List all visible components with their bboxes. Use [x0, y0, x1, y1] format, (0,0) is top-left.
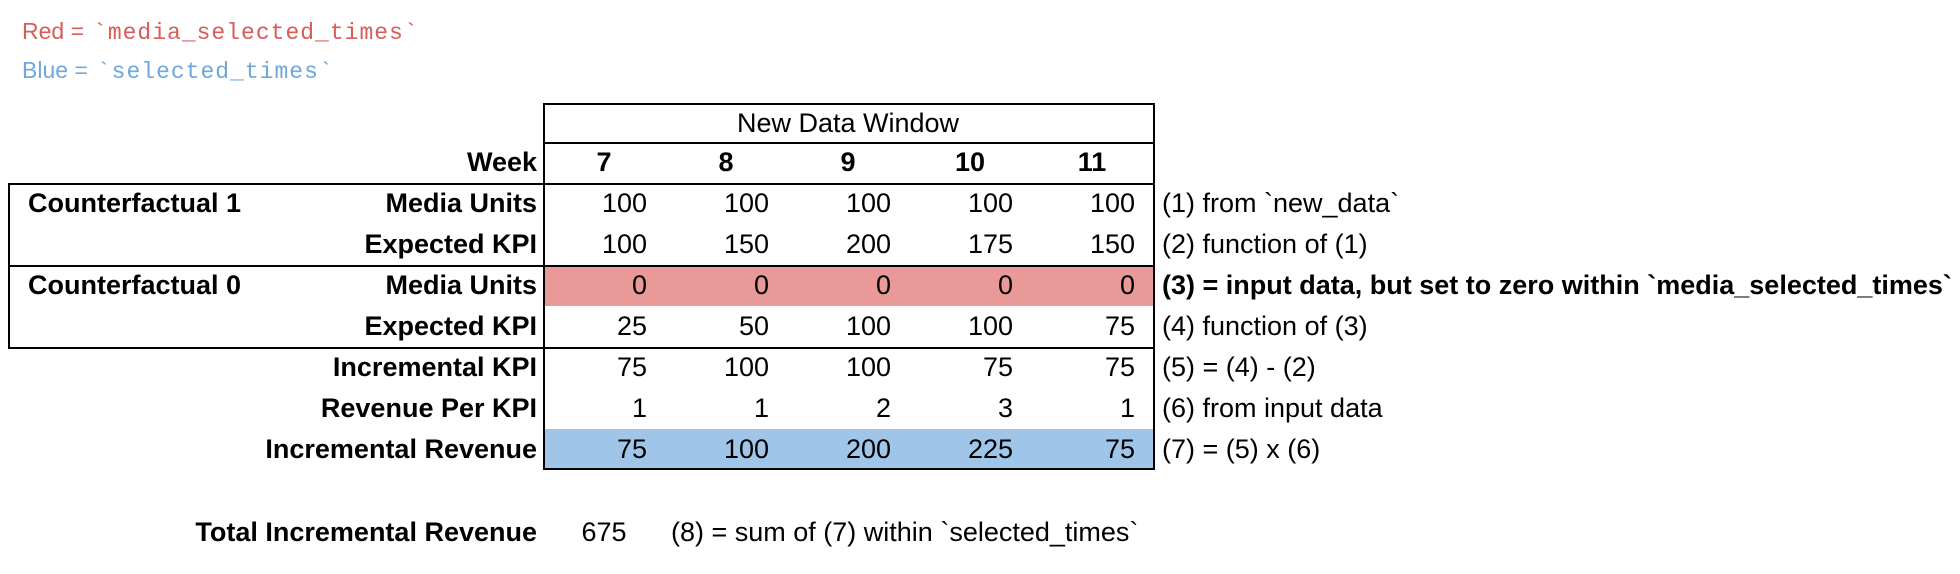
cell: 75 [616, 434, 647, 464]
row-label: Revenue Per KPI [320, 393, 537, 423]
row-label: Media Units [385, 270, 537, 300]
cell: 1 [1119, 393, 1135, 423]
week-11: 11 [1077, 147, 1107, 177]
highlight-selected-times [545, 429, 1153, 470]
cell: 0 [875, 270, 891, 300]
group-label-cf0: Counterfactual 0 [28, 270, 242, 300]
legend-red-label: Red = [22, 18, 85, 44]
legend-blue-code: `selected_times` [96, 59, 334, 85]
legend-red-code: `media_selected_times` [93, 20, 419, 46]
annotation-3: (3) = input data, but set to zero within… [1162, 270, 1952, 300]
legend-blue-label: Blue = [22, 57, 88, 83]
annotation-4: (4) function of (3) [1162, 311, 1368, 341]
cell: 100 [601, 229, 647, 259]
total-row: Total Incremental Revenue 675 (8) = sum … [0, 512, 1960, 553]
row-label: Media Units [385, 188, 537, 218]
cell: 0 [631, 270, 647, 300]
table-title: New Data Window [736, 108, 960, 138]
annotation-5: (5) = (4) - (2) [1162, 352, 1316, 382]
week-row: Week 7 8 9 10 11 [0, 142, 1960, 183]
group-label-cf1: Counterfactual 1 [28, 188, 242, 218]
row-label: Incremental Revenue [265, 434, 537, 464]
week-10: 10 [954, 147, 986, 177]
cell: 3 [997, 393, 1013, 423]
cell: 225 [967, 434, 1013, 464]
cell: 100 [723, 352, 769, 382]
cell: 200 [845, 229, 891, 259]
cell: 100 [845, 311, 891, 341]
week-8: 8 [718, 147, 734, 177]
cell: 0 [753, 270, 769, 300]
annotation-8: (8) = sum of (7) within `selected_times` [671, 517, 1139, 547]
cell: 50 [738, 311, 769, 341]
row-label: Incremental KPI [332, 352, 537, 382]
table-border-right-data [1153, 103, 1155, 470]
cell: 2 [875, 393, 891, 423]
cell: 1 [753, 393, 769, 423]
cell: 100 [723, 434, 769, 464]
cell: 150 [723, 229, 769, 259]
legend-blue: Blue = `selected_times` [22, 55, 334, 87]
row-label: Expected KPI [364, 229, 537, 259]
row-label: Expected KPI [364, 311, 537, 341]
table-border-left-labels [8, 183, 10, 349]
cell: 175 [967, 229, 1013, 259]
table-row-expected-kpi-cf0: Expected KPI 25 50 100 100 75 (4) functi… [0, 306, 1960, 347]
table-row-expected-kpi-cf1: Expected KPI 100 150 200 175 150 (2) fun… [0, 224, 1960, 265]
cell: 0 [1119, 270, 1135, 300]
table-border-under-cf0 [8, 347, 1155, 349]
cell: 100 [967, 188, 1013, 218]
cell: 75 [1104, 434, 1135, 464]
total-value: 675 [581, 517, 627, 547]
cell: 100 [723, 188, 769, 218]
cell: 100 [601, 188, 647, 218]
cell: 75 [1104, 352, 1135, 382]
cell: 150 [1089, 229, 1135, 259]
table-border-cf-divider [8, 265, 1155, 267]
cell: 75 [1104, 311, 1135, 341]
table-border-bottom [543, 468, 1155, 470]
cell: 200 [845, 434, 891, 464]
week-9: 9 [840, 147, 856, 177]
table-row-media-units-cf1: Counterfactual 1 Media Units 100 100 100… [0, 183, 1960, 224]
table-row-incremental-kpi: Incremental KPI 75 100 100 75 75 (5) = (… [0, 347, 1960, 388]
cell: 100 [845, 188, 891, 218]
table-border-top [543, 103, 1155, 105]
cell: 75 [982, 352, 1013, 382]
cell: 1 [631, 393, 647, 423]
annotation-1: (1) from `new_data` [1162, 188, 1400, 218]
table-row-media-units-cf0: Counterfactual 0 Media Units 0 0 0 0 0 (… [0, 265, 1960, 306]
table-row-revenue-per-kpi: Revenue Per KPI 1 1 2 3 1 (6) from input… [0, 388, 1960, 429]
annotation-2: (2) function of (1) [1162, 229, 1368, 259]
cell: 75 [616, 352, 647, 382]
cell: 25 [616, 311, 647, 341]
cell: 100 [1089, 188, 1135, 218]
annotation-6: (6) from input data [1162, 393, 1383, 423]
cell: 0 [997, 270, 1013, 300]
total-label: Total Incremental Revenue [195, 517, 537, 547]
highlight-media-selected-times [545, 265, 1153, 306]
week-label: Week [466, 147, 537, 177]
table-border-under-header [543, 142, 1155, 144]
annotation-7: (7) = (5) x (6) [1162, 434, 1321, 464]
table-border-left-data [543, 103, 545, 470]
week-7: 7 [596, 147, 612, 177]
cell: 100 [845, 352, 891, 382]
cell: 100 [967, 311, 1013, 341]
table-row-incremental-revenue: Incremental Revenue 75 100 200 225 75 (7… [0, 429, 1960, 470]
table-border-under-week [8, 183, 1155, 185]
legend-red: Red = `media_selected_times` [22, 16, 419, 48]
